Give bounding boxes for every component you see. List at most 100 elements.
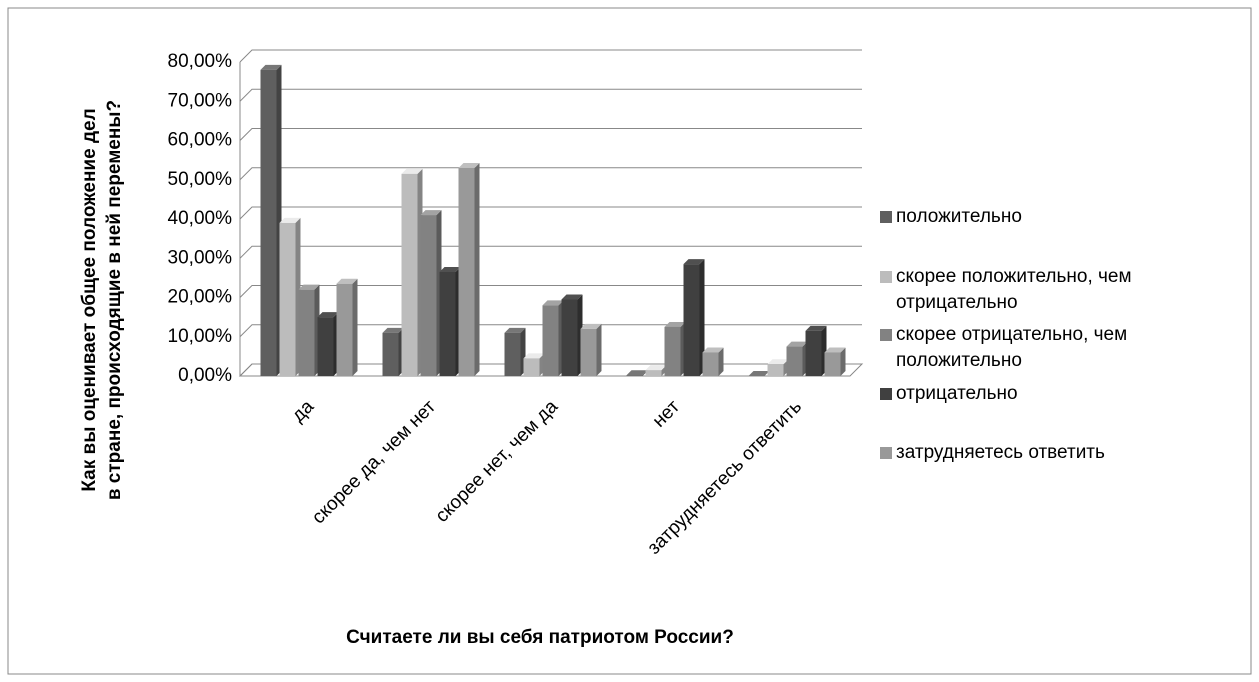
bar	[805, 325, 827, 376]
bar	[336, 278, 358, 376]
y-tick-label: 10,00%	[168, 326, 233, 347]
bar	[420, 210, 442, 376]
legend-entry: скорее положительно, чем отрицательно	[880, 264, 1230, 316]
bar	[542, 300, 564, 376]
legend-entry: положительно	[880, 204, 1230, 230]
bar-front	[824, 352, 841, 376]
bar-top	[664, 321, 686, 327]
grid-line	[239, 245, 862, 259]
bar	[279, 217, 301, 376]
legend-label: скорее положительно, чем отрицательно	[896, 266, 1132, 313]
grid-line	[239, 167, 862, 181]
y-tick-label: 70,00%	[168, 90, 233, 111]
y-tick-label: 60,00%	[168, 130, 233, 151]
bar-top	[401, 168, 423, 174]
bar-top	[645, 365, 667, 371]
x-axis-title: Считаете ли вы себя патриотом России?	[346, 627, 734, 648]
bar	[824, 347, 846, 376]
bar-top	[702, 347, 724, 353]
legend-label: затрудняетесь ответить	[896, 442, 1105, 463]
bar-side	[699, 259, 705, 376]
bar-top	[683, 259, 705, 265]
bar	[683, 259, 705, 376]
grid-line	[239, 128, 862, 141]
bar-front	[439, 271, 456, 376]
bar-top	[824, 347, 846, 353]
grid-line	[239, 324, 862, 338]
bar	[504, 327, 526, 376]
bar-top	[767, 359, 789, 365]
bar-top	[382, 327, 404, 333]
grid-line	[239, 285, 862, 298]
bar	[523, 353, 545, 376]
bar	[458, 162, 480, 376]
bar-top	[580, 323, 602, 329]
bar-top	[439, 266, 461, 272]
bar-front	[420, 215, 437, 376]
y-tick-label: 0,00%	[178, 365, 232, 386]
bar-front	[382, 332, 399, 376]
bar	[786, 341, 808, 376]
bar-front	[626, 375, 643, 376]
bar-front	[298, 289, 315, 376]
bar-front	[702, 352, 719, 376]
bar	[382, 327, 404, 376]
bar	[664, 321, 686, 376]
legend-label: положительно	[896, 206, 1022, 227]
bar	[702, 347, 724, 376]
bar-side	[352, 278, 358, 376]
bar-front	[786, 346, 803, 376]
y-tick-label: 80,00%	[168, 51, 233, 72]
bar-front	[317, 317, 334, 376]
bar	[317, 312, 339, 376]
bar	[298, 284, 320, 376]
bar-side	[718, 347, 724, 376]
bar-front	[336, 283, 353, 376]
bar-top	[317, 312, 339, 318]
y-axis-title-line: в стране, происходящие в ней перемены?	[104, 100, 125, 500]
bar-front	[683, 264, 700, 376]
bar	[748, 371, 770, 376]
bar-top	[458, 162, 480, 168]
legend-swatch	[880, 447, 892, 459]
bar-top	[279, 217, 301, 223]
bar	[260, 64, 282, 376]
bar	[580, 323, 602, 376]
chart-border	[7, 7, 1252, 675]
bar-front	[580, 328, 597, 376]
bar-front	[805, 330, 822, 376]
bar-front	[561, 299, 578, 376]
bar-front	[260, 69, 277, 376]
legend-swatch	[880, 271, 892, 283]
legend-swatch	[880, 329, 892, 341]
bar-top	[420, 210, 442, 216]
bar-front	[767, 364, 784, 376]
bar-front	[504, 332, 521, 376]
bar-front	[645, 370, 662, 376]
y-axis-title: Как вы оценивает общее положение дел в ст…	[79, 100, 125, 500]
bar-side	[596, 323, 602, 376]
legend-swatch	[880, 211, 892, 223]
bar-front	[458, 167, 475, 376]
bar-top	[542, 300, 564, 306]
bar-top	[748, 371, 770, 376]
legend-label: скорее отрицательно, чем положительно	[896, 324, 1128, 371]
bar-front	[401, 173, 418, 376]
bar-front	[523, 358, 540, 376]
legend-swatch	[880, 388, 892, 400]
bar	[561, 294, 583, 376]
bar-front	[279, 222, 296, 376]
bar-top	[805, 325, 827, 331]
legend-entry: скорее отрицательно, чем положительно	[880, 322, 1230, 374]
grid-line	[239, 206, 862, 220]
legend-entry: отрицательно	[880, 381, 1230, 407]
bar-side	[840, 347, 846, 376]
y-tick-label: 50,00%	[168, 169, 233, 190]
y-tick-label: 20,00%	[168, 287, 233, 308]
bar-top	[298, 284, 320, 290]
grid-line	[239, 88, 862, 102]
bar	[401, 168, 423, 376]
bar-front	[542, 305, 559, 376]
